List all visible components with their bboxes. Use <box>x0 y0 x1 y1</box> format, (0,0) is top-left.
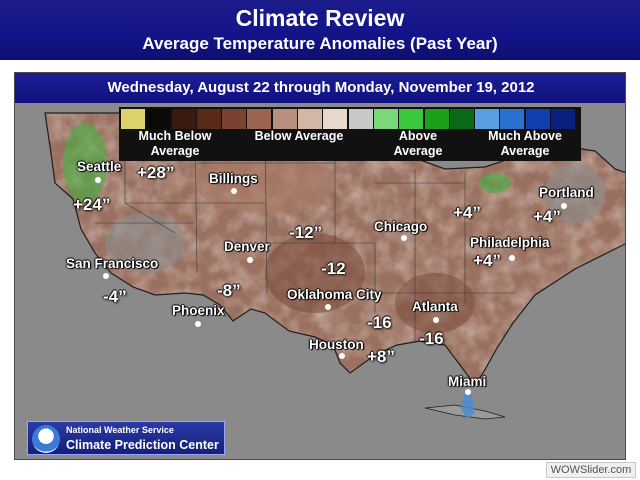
city-label-chicago: Chicago <box>374 219 428 234</box>
legend-swatch <box>449 109 474 129</box>
anomaly-southwest: -8” <box>217 281 241 300</box>
watermark: WOWSlider.com <box>546 462 636 478</box>
legend-swatch <box>323 109 348 129</box>
legend-swatch <box>348 109 373 129</box>
legend-swatch <box>399 109 424 129</box>
city-dot-oklahoma-city <box>325 304 331 310</box>
legend-swatch <box>500 109 525 129</box>
city-dot-atlanta <box>433 317 439 323</box>
city-label-billings: Billings <box>209 171 258 186</box>
legend-swatch <box>247 109 272 129</box>
legend-swatch <box>222 109 247 129</box>
anomaly-northeast-inland: +4” <box>453 203 481 222</box>
legend-swatch <box>196 109 221 129</box>
city-dot-phoenix <box>195 321 201 327</box>
noaa-logo-icon <box>32 425 60 453</box>
anomaly-southern-plains: -12 <box>321 259 346 278</box>
title-banner: Climate Review Average Temperature Anoma… <box>0 0 640 60</box>
city-dot-portland <box>561 203 567 209</box>
color-legend: Much Below Average Below Average Above A… <box>119 107 581 161</box>
anomaly-mid-south: -16 <box>367 313 392 332</box>
city-label-oklahoma-city: Oklahoma City <box>287 287 382 302</box>
legend-label-much-below: Much Below Average <box>138 129 212 158</box>
city-label-houston: Houston <box>309 337 364 352</box>
city-dot-denver <box>247 257 253 263</box>
city-label-san-francisco: San Francisco <box>66 256 159 271</box>
anomaly-central-plains: -12” <box>289 223 323 242</box>
legend-swatch <box>171 109 196 129</box>
city-label-portland: Portland <box>539 185 594 200</box>
florida-keys-shading <box>461 391 475 419</box>
anomaly-pacific-nw-north: +28” <box>137 163 175 182</box>
city-label-seattle: Seattle <box>77 159 122 174</box>
legend-swatch <box>272 109 297 129</box>
anomaly-pacific-nw-coast: +24” <box>73 195 111 214</box>
city-dot-san-francisco <box>103 273 109 279</box>
nws-cpc-badge: National Weather Service Climate Predict… <box>27 421 225 455</box>
legend-swatch <box>551 109 576 129</box>
city-label-denver: Denver <box>224 239 270 254</box>
anomaly-california: -4” <box>103 287 127 306</box>
page-title: Climate Review <box>235 5 405 31</box>
date-range-bar: Wednesday, August 22 through Monday, Nov… <box>15 73 625 103</box>
legend-label-much-above: Much Above Average <box>488 129 562 158</box>
anomaly-new-england: +4” <box>533 207 561 226</box>
anomaly-southeast: -16 <box>419 329 444 348</box>
city-label-atlanta: Atlanta <box>412 299 458 314</box>
legend-label-below: Below Average <box>254 129 344 143</box>
city-label-philadelphia: Philadelphia <box>470 235 550 250</box>
legend-swatch <box>475 109 500 129</box>
city-dot-philadelphia <box>509 255 515 261</box>
city-dot-billings <box>231 188 237 194</box>
legend-swatch <box>373 109 398 129</box>
legend-swatch <box>298 109 323 129</box>
badge-agency: National Weather Service <box>66 425 174 435</box>
city-label-miami: Miami <box>448 374 487 389</box>
anomaly-mid-atlantic: +4” <box>473 251 501 270</box>
legend-label-above: Above Average <box>393 129 443 158</box>
legend-swatches <box>121 109 576 129</box>
city-dot-chicago <box>401 235 407 241</box>
legend-swatch <box>121 109 145 129</box>
city-dot-seattle <box>95 177 101 183</box>
page-subtitle: Average Temperature Anomalies (Past Year… <box>142 34 498 53</box>
legend-swatch <box>424 109 449 129</box>
legend-swatch <box>146 109 171 129</box>
city-dot-miami <box>465 389 471 395</box>
legend-swatch <box>525 109 550 129</box>
anomaly-gulf-coast: +8” <box>367 347 395 366</box>
badge-center: Climate Prediction Center <box>66 438 219 452</box>
city-label-phoenix: Phoenix <box>172 303 225 318</box>
map-panel: Wednesday, August 22 through Monday, Nov… <box>14 72 626 460</box>
city-dot-houston <box>339 353 345 359</box>
